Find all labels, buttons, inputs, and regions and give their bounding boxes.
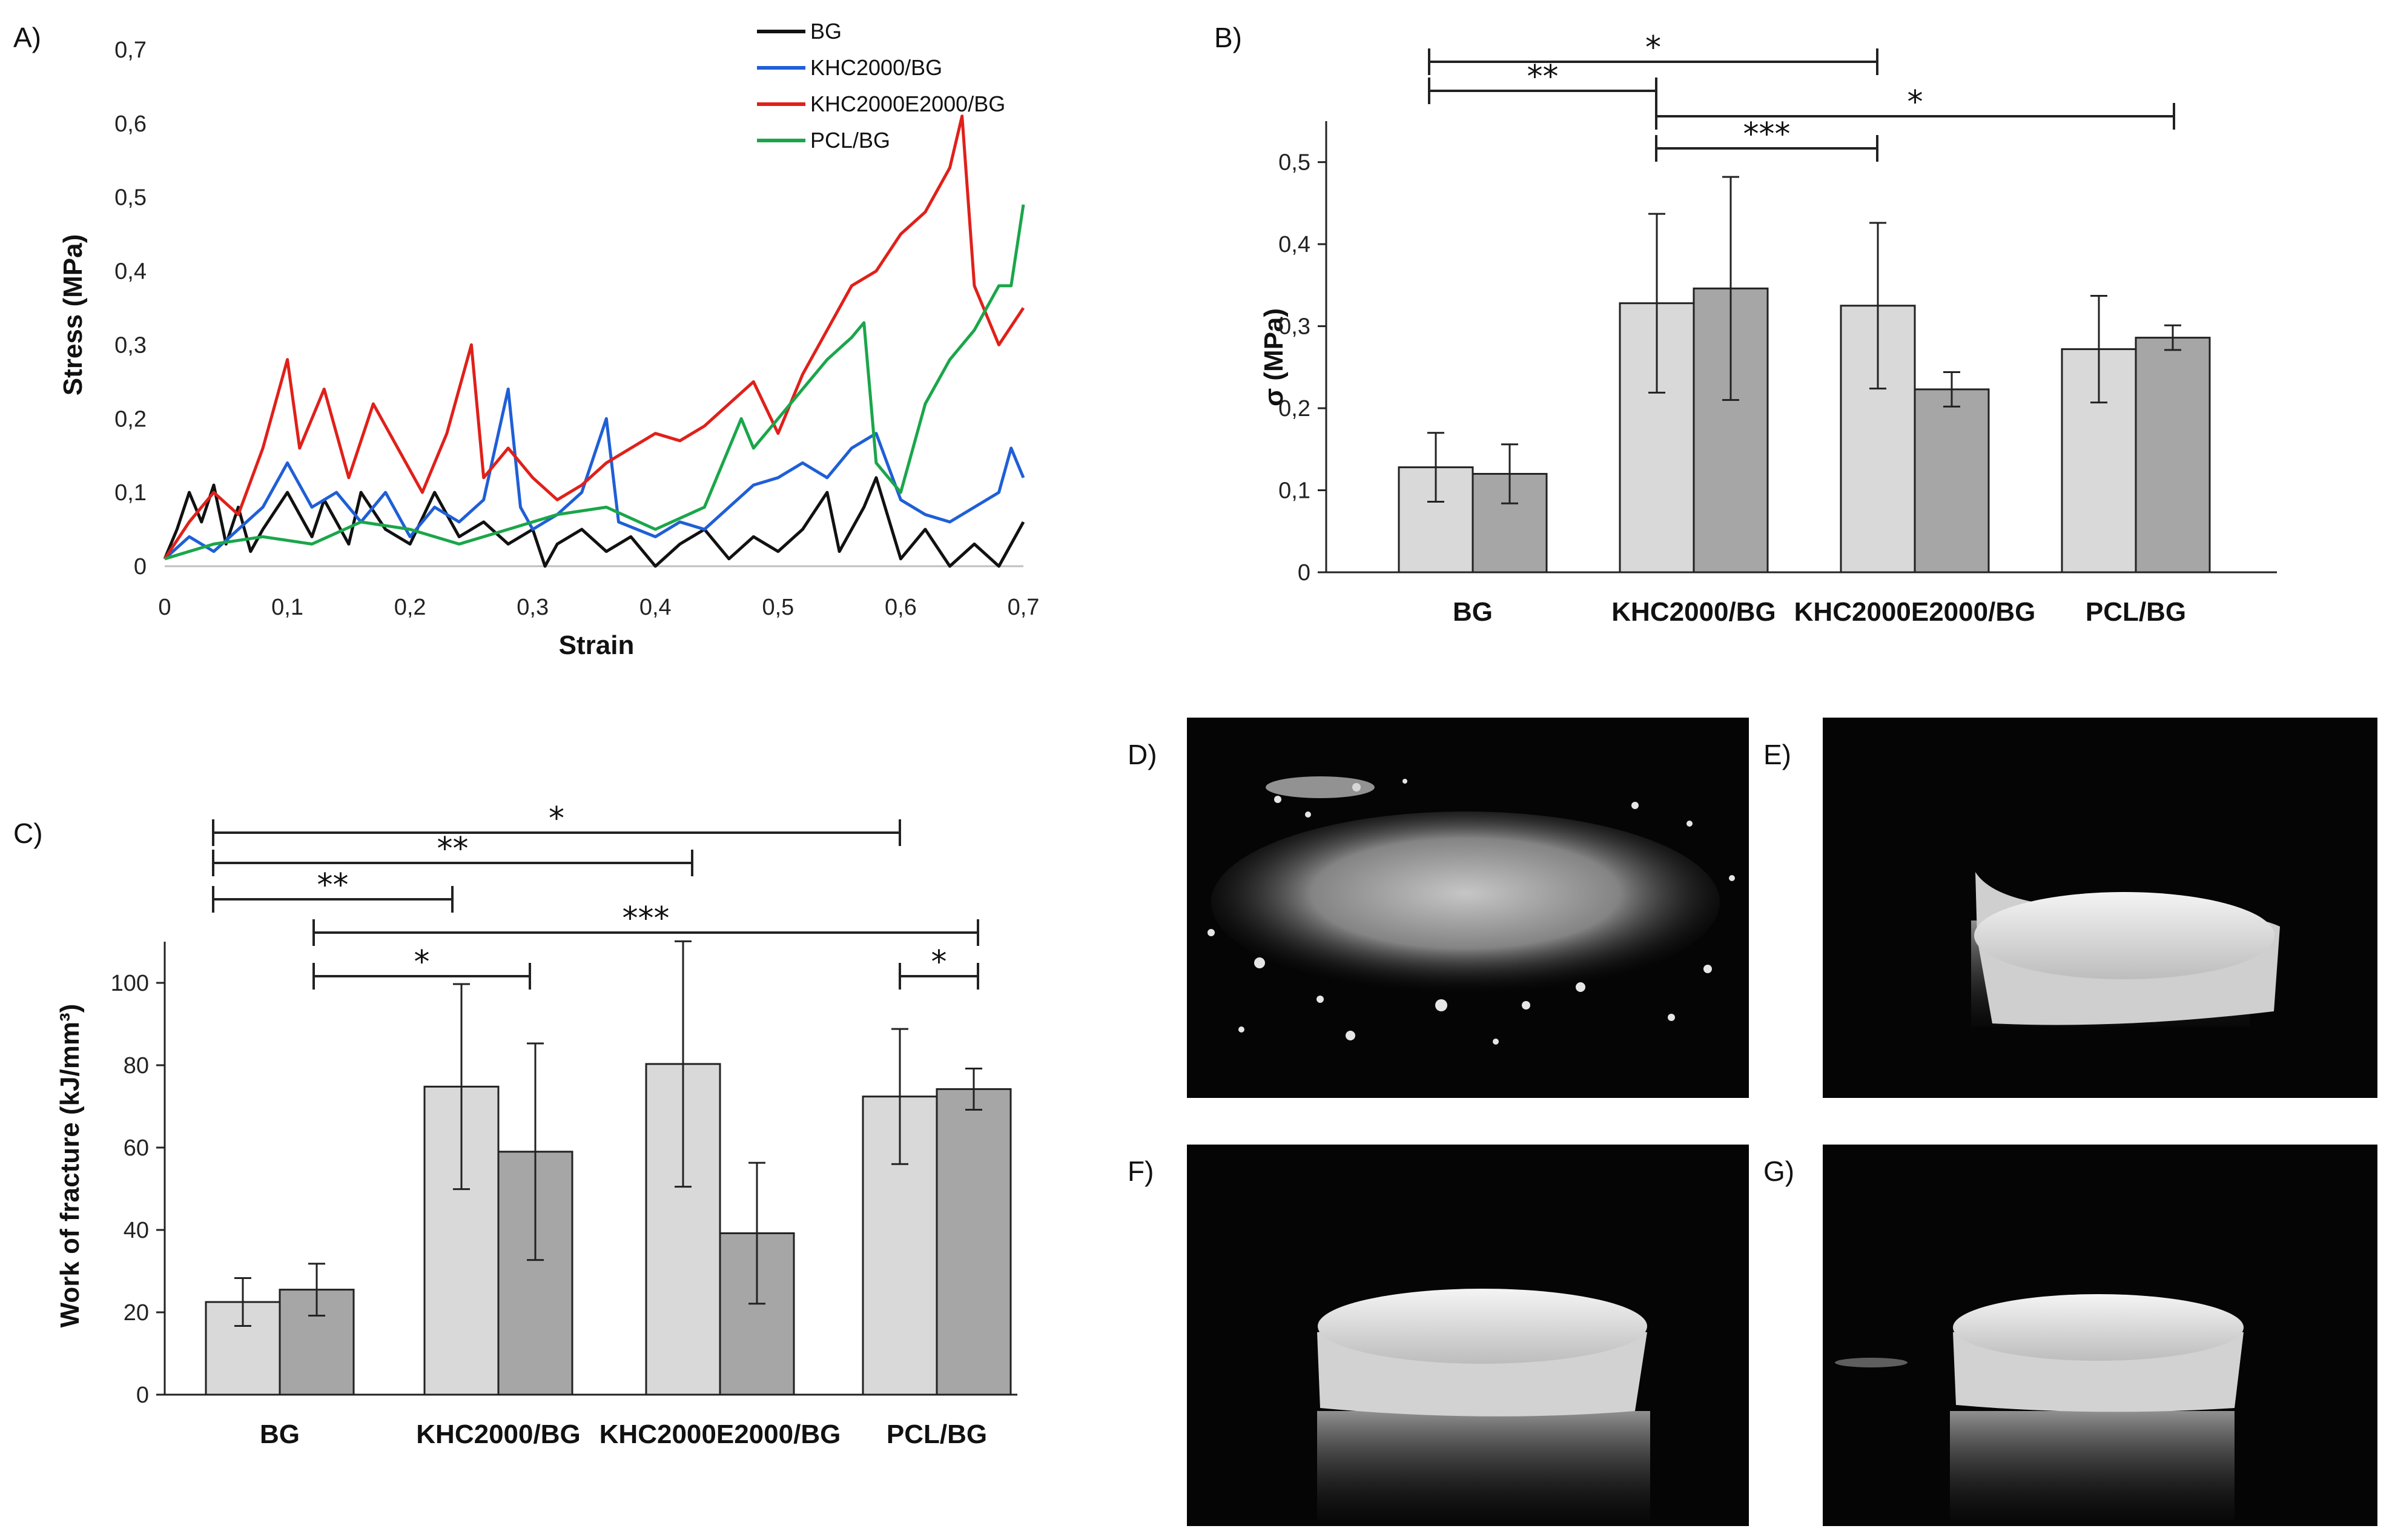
- panel-c-y-tick-label: 60: [124, 1135, 149, 1161]
- panel-c-category-label: PCL/BG: [887, 1419, 987, 1449]
- panel-b-y-axis-title: σ (MPa): [1259, 308, 1289, 406]
- panel-b-significance-label: *: [1645, 30, 1661, 66]
- panel-c-category-label: KHC2000E2000/BG: [600, 1419, 841, 1449]
- panel-b-y-tick-label: 0,2: [1278, 396, 1310, 421]
- photo-g-intact-scaffold: [1823, 1145, 2377, 1526]
- panel-c-category-label: KHC2000/BG: [416, 1419, 580, 1449]
- panel-a-y-tick-label: 0,6: [114, 111, 147, 137]
- panel-a-legend-label: KHC2000E2000/BG: [810, 91, 1005, 116]
- photo-d-crumbled-scaffold: [1187, 718, 1749, 1098]
- panel-c-y-axis-title: Work of fracture (kJ/mm³): [55, 1004, 85, 1328]
- panel-a-series-line-khc2000e2000-bg: [163, 114, 1025, 560]
- panel-b-bar-dark: [1914, 388, 1990, 573]
- panel-a-x-tick-label: 0,3: [517, 595, 549, 620]
- panel-label-g: G): [1763, 1155, 1794, 1187]
- panel-c-y-tick-label: 80: [124, 1053, 149, 1079]
- panel-a-x-tick-label: 0,6: [885, 595, 917, 620]
- panel-b-y-tick-label: 0: [1298, 560, 1310, 586]
- panel-b-category-label: KHC2000/BG: [1611, 597, 1776, 627]
- panel-b-bar-dark: [2135, 337, 2211, 573]
- panel-a-x-tick-label: 0,1: [271, 595, 303, 620]
- panel-a-legend-label: KHC2000/BG: [810, 55, 942, 80]
- panel-c-significance-label: **: [317, 867, 349, 904]
- panel-label-f: F): [1128, 1155, 1154, 1187]
- panel-a-y-tick-label: 0,3: [114, 332, 147, 358]
- panel-label-e: E): [1763, 739, 1791, 770]
- panel-c-significance-label: *: [414, 944, 430, 980]
- panel-b-significance-label: **: [1527, 59, 1559, 95]
- panel-b-y-tick-label: 0,1: [1278, 478, 1310, 504]
- panel-c-bar-dark: [936, 1088, 1012, 1396]
- panel-a-legend-label: BG: [810, 19, 842, 44]
- panel-label-d: D): [1128, 739, 1157, 770]
- panel-c-y-tick-label: 20: [124, 1300, 149, 1326]
- panel-label-b: B): [1214, 22, 1242, 53]
- photo-e-intact-scaffold: [1823, 718, 2377, 1098]
- panel-b-category-label: PCL/BG: [2086, 597, 2186, 627]
- panel-b-category-label: BG: [1453, 597, 1493, 627]
- panel-c-category-label: BG: [260, 1419, 300, 1449]
- panel-b-y-tick-label: 0,5: [1278, 150, 1310, 176]
- panel-c-significance-label: **: [437, 831, 469, 867]
- panel-a-x-tick-label: 0,4: [639, 595, 672, 620]
- panel-a-series-line-bg: [163, 476, 1025, 568]
- photo-f-intact-scaffold: [1187, 1145, 1749, 1526]
- panel-c-y-tick-label: 40: [124, 1218, 149, 1243]
- panel-a-legend-label: PCL/BG: [810, 128, 890, 153]
- panel-c-significance-label: ***: [623, 901, 670, 937]
- panel-a-series-line-pcl-bg: [164, 204, 1025, 561]
- panel-b-y-tick-label: 0,3: [1278, 314, 1310, 340]
- panel-b-stress-bar-chart: B) σ (MPa) 0 0,1 0,2 0,3 0,4 0,5 BG KHC2000/BG K…: [1214, 22, 2277, 627]
- panel-a-x-tick-label: 0,2: [394, 595, 426, 620]
- panel-c-y-tick-label: 100: [111, 971, 149, 996]
- panel-a-y-tick-label: 0,7: [114, 38, 147, 63]
- panel-b-category-label: KHC2000E2000/BG: [1794, 597, 2036, 627]
- panel-b-y-tick-label: 0,4: [1278, 232, 1310, 257]
- panel-b-significance-label: *: [1908, 84, 1923, 121]
- panel-a-y-tick-label: 0,4: [114, 259, 147, 285]
- panel-a-y-tick-label: 0,1: [114, 480, 147, 506]
- panel-a-x-tick-label: 0: [158, 595, 171, 620]
- panel-c-y-tick-label: 0: [136, 1383, 149, 1408]
- panel-label-a: A): [13, 22, 41, 53]
- panel-a-y-tick-label: 0: [134, 554, 147, 580]
- panel-a-y-tick-label: 0,5: [114, 185, 147, 211]
- panel-a-y-tick-label: 0,2: [114, 406, 147, 432]
- panel-a-x-axis-title: Strain: [559, 630, 635, 660]
- panel-c-significance-label: *: [931, 944, 947, 980]
- panel-c-work-of-fracture-bar-chart: C) Work of fracture (kJ/mm³) 0 20 40 60 80 10…: [13, 801, 1017, 1449]
- panel-a-x-tick-label: 0,5: [762, 595, 794, 620]
- panel-a-x-tick-label: 0,7: [1008, 595, 1040, 620]
- panel-c-significance-label: *: [549, 801, 564, 837]
- panel-a-stress-strain-chart: A) Stress (MPa) Strain 0 0,1 0,2 0,3 0,4 0,5 0…: [13, 19, 1039, 660]
- panel-label-c: C): [13, 818, 43, 849]
- panel-b-significance-label: ***: [1743, 116, 1791, 153]
- panel-a-y-axis-title: Stress (MPa): [58, 234, 88, 396]
